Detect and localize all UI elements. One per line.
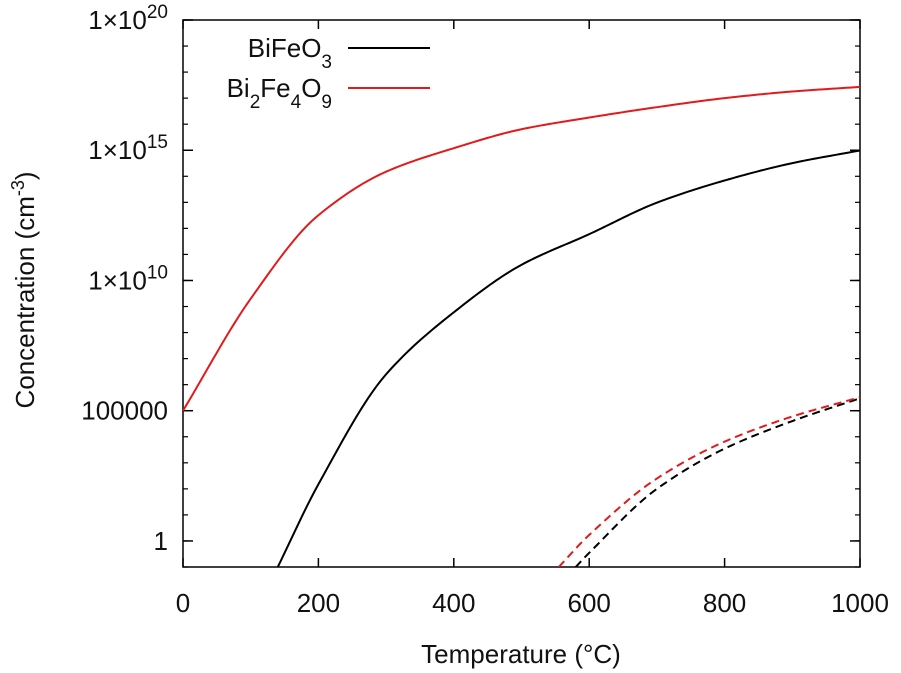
y-axis-title-main: Concentration (cm: [10, 196, 40, 408]
series-layer: [183, 85, 860, 567]
x-tick-label: 200: [297, 588, 340, 618]
y-tick-label-exponent: 10: [147, 262, 168, 283]
legend-text-part: O: [301, 73, 321, 103]
y-axis-title: Concentration (cm-3): [8, 171, 40, 408]
y-tick-label-base: 1×10: [88, 135, 147, 165]
y-tick-label: 1×1015: [88, 132, 168, 165]
series-line-red: [183, 85, 860, 412]
series-line-black: [276, 149, 860, 567]
legend-label: BiFeO3: [248, 33, 332, 73]
legend-subscript: 9: [321, 92, 332, 113]
legend-subscript: 3: [321, 52, 332, 73]
legend-text-part: BiFeO: [248, 33, 322, 63]
x-tick-label: 800: [703, 588, 746, 618]
y-tick-label-base: 1×10: [88, 265, 147, 295]
legend-text-part: Bi: [227, 73, 250, 103]
y-tick-label: 1: [154, 526, 168, 556]
series-line-dashed-black: [574, 397, 860, 567]
y-tick-label-exponent: 15: [147, 132, 168, 153]
y-tick-label: 100000: [81, 396, 168, 426]
plot-frame: [182, 19, 861, 568]
legend-subscript: 4: [291, 92, 302, 113]
x-tick-label: 400: [432, 588, 475, 618]
y-tick-label-base: 1×10: [88, 5, 147, 35]
legend-text-part: Fe: [260, 73, 290, 103]
legend-label: Bi2Fe4O9: [227, 73, 332, 113]
y-axis-title-sup: -3: [8, 180, 28, 196]
y-tick-label: 1×1010: [88, 262, 168, 295]
plot-border: [182, 19, 861, 568]
x-tick-label: 0: [176, 588, 190, 618]
y-tick-label-exponent: 20: [147, 2, 168, 23]
series-line-dashed-red: [558, 396, 860, 567]
x-tick-label: 1000: [831, 588, 889, 618]
y-axis-title-close: ): [10, 171, 40, 180]
x-axis: 0 200 400 600 800 1000: [176, 20, 889, 618]
y-tick-label: 1×1020: [88, 2, 168, 35]
x-axis-title: Temperature (°C): [421, 639, 621, 669]
legend-subscript: 2: [250, 92, 261, 113]
x-tick-label: 600: [568, 588, 611, 618]
